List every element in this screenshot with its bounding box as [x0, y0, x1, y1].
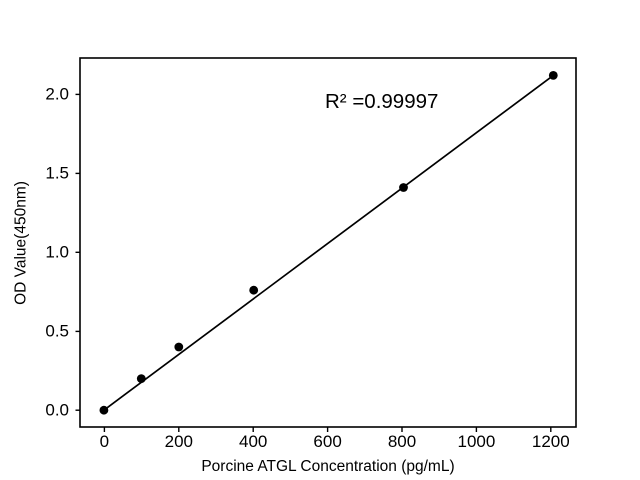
svg-text:0: 0 — [100, 432, 109, 451]
svg-text:200: 200 — [165, 432, 193, 451]
svg-text:1.0: 1.0 — [45, 243, 69, 262]
svg-text:600: 600 — [313, 432, 341, 451]
svg-text:Porcine ATGL Concentration (pg: Porcine ATGL Concentration (pg/mL) — [201, 458, 454, 475]
svg-text:1200: 1200 — [532, 432, 570, 451]
svg-text:OD Value(450nm): OD Value(450nm) — [13, 181, 30, 305]
svg-text:1000: 1000 — [457, 432, 495, 451]
svg-text:R² =0.99997: R² =0.99997 — [325, 90, 438, 113]
svg-text:0.5: 0.5 — [45, 322, 69, 341]
svg-text:800: 800 — [388, 432, 416, 451]
svg-text:0.0: 0.0 — [45, 401, 69, 420]
svg-text:2.0: 2.0 — [45, 85, 69, 104]
svg-text:1.5: 1.5 — [45, 164, 69, 183]
svg-text:400: 400 — [239, 432, 267, 451]
